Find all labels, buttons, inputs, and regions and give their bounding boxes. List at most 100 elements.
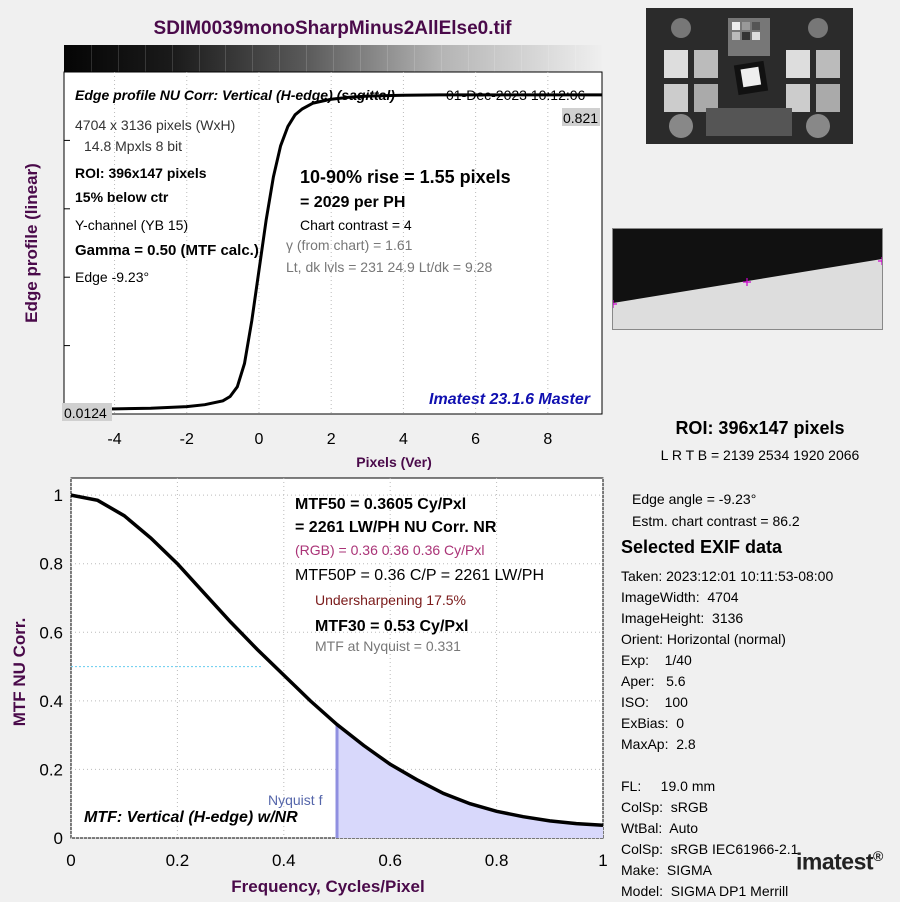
gradient-step [171,45,173,72]
mtf-at-nyquist: MTF at Nyquist = 0.331 [315,638,461,654]
edge-xtick-label: -2 [180,431,194,448]
gradient-step [225,45,227,72]
high-level-badge [562,108,600,126]
roi-heading: ROI: 396x147 pixels [675,418,845,438]
gradient-step [333,45,334,72]
exif-row: ImageWidth: 4704 [621,589,739,605]
low-level-label: 0.0124 [64,405,107,421]
gradient-step [575,45,577,72]
pixel-dimensions: 4704 x 3136 pixels (WxH) [75,117,235,133]
mtf-caption: MTF: Vertical (H-edge) w/NR [84,809,298,826]
edge-xtick-label: 8 [543,431,552,448]
file-title: SDIM0039monoSharpMinus2AllElse0.tif [153,18,512,39]
nyquist-label: Nyquist f [268,792,323,808]
gradient-step [548,45,550,72]
edge-plot-area [63,71,603,415]
chart-contrast: Chart contrast = 4 [300,217,412,233]
gradient-step [252,45,254,72]
edge-xtick-label: -4 [107,431,121,448]
mtf30-value: MTF30 = 0.53 Cy/Pxl [315,618,468,635]
exif-row: Taken: 2023:12:01 10:11:53-08:00 [621,568,834,584]
edge-chart-title: Edge profile NU Corr: Vertical (H-edge) … [75,87,395,103]
mtf-xtick-label: 0.4 [272,851,296,870]
low-level-badge [62,403,112,421]
roi-position: 15% below ctr [75,189,169,205]
edge-angle: Edge angle = -9.23° [632,491,757,507]
gradient-step [359,45,361,72]
thumbnail-graphic [646,8,853,144]
mtf-chart: 0 0.2 0.4 0.6 0.8 1 0 0.2 0.4 0.6 0.8 1 Nyquist f M… [39,477,608,870]
mtf50-lwph: = 2261 LW/PH NU Corr. NR [295,519,497,536]
test-chart-thumbnail [646,8,853,144]
rise-per-ph: = 2029 per PH [300,194,405,211]
exif-row: Make: SIGMA [621,862,713,878]
gradient-step [90,45,92,72]
mtf-xtick-label: 0.6 [378,851,402,870]
exif-row: ImageHeight: 3136 [621,610,744,626]
edge-angle-small: Edge -9.23° [75,269,149,285]
rise-distance: 10-90% rise = 1.55 pixels [300,167,511,187]
estimated-contrast: Estm. chart contrast = 86.2 [632,513,800,529]
exif-row: ColSp: sRGB [621,799,709,815]
mtf-xtick-label: 0.8 [485,851,509,870]
mtf-xtick-label: 0.2 [166,851,190,870]
mtf-ytick-label: 0.4 [39,692,63,711]
edge-xtick-label: 4 [399,431,408,448]
mtf-ytick-label: 0.2 [39,760,63,779]
edge-xtick-label: 2 [327,431,336,448]
edge-xtick-labels: -4 -2 0 2 4 6 8 [107,431,552,448]
exif-row: ColSp: sRGB IEC61966-2.1 [621,841,799,857]
channel: Y-channel (YB 15) [75,217,188,233]
edge-profile-curve [63,93,602,411]
exif-row: WtBal: Auto [621,820,699,836]
mtf-ytick-label: 0.6 [39,623,63,642]
exif-row [621,755,833,776]
mtf50p-value: MTF50P = 0.36 C/P = 2261 LW/PH [295,567,544,584]
gamma-from-chart: γ (from chart) = 1.61 [286,237,413,253]
mtf-grid [70,478,604,839]
mtf50-rgb: (RGB) = 0.36 0.36 0.36 Cy/Pxl [295,542,484,558]
edge-xtick-label: 6 [471,431,480,448]
gradient-step [198,45,200,72]
high-level-label: 0.821 [563,110,598,126]
gradient-step [279,45,281,72]
mtf-ylabel: MTF NU Corr. [10,617,29,727]
edge-xtick-label: 0 [255,431,264,448]
gradient-strip [64,45,602,72]
gamma-value: Gamma = 0.50 (MTF calc.) [75,242,259,259]
mtf-curve [70,493,604,828]
gradient-step [306,45,308,72]
gradient-step [494,45,496,72]
logo-text: imatest [796,848,874,875]
gradient-step [144,45,146,72]
software-version: Imatest 23.1.6 Master [429,391,591,408]
gradient-step [467,45,469,72]
gradient-step [386,45,388,72]
roi-coordinates: L R T B = 2139 2534 1920 2066 [660,447,860,463]
mtf-xtick-label: 0 [66,851,75,870]
megapixels-bit: 14.8 Mpxls 8 bit [84,138,182,154]
beyond-nyquist-shading [337,724,603,838]
edge-xlabel: Pixels (Ver) [356,454,432,470]
exif-row: MaxAp: 2.8 [621,736,696,752]
exif-row: Model: SIGMA DP1 Merrill [621,883,789,899]
gradient-step [117,45,119,72]
mtf50-value: MTF50 = 0.3605 Cy/Pxl [295,496,466,513]
imatest-logo: imatest® [796,848,883,876]
exif-row: Orient: Horizontal (normal) [621,631,786,647]
gradient-step [413,45,415,72]
mtf-ytick-label: 0.8 [39,555,63,574]
exif-row: FL: 19.0 mm [621,778,716,794]
exif-row: Aper: 5.6 [621,673,686,689]
edge-profile-chart: -4 -2 0 2 4 6 8 0.821 0.0124 01-Dec-2023 10:12… [62,71,603,448]
roi-size: ROI: 396x147 pixels [75,165,207,181]
gradient-step [440,45,442,72]
registered-icon: ® [873,848,883,864]
exif-list: Taken: 2023:12:01 10:11:53-08:00 ImageWid… [621,566,833,902]
exif-row: Exp: 1/40 [621,652,692,668]
mtf-xlabel: Frequency, Cycles/Pixel [231,877,425,896]
edge-roi-preview [609,228,886,330]
roi-edge-graphic [609,229,886,329]
light-dark-levels: Lt, dk lvls = 231 24.9 Lt/dk = 9.28 [286,259,492,275]
mtf-tick-labels: 0 0.2 0.4 0.6 0.8 1 0 0.2 0.4 0.6 0.8 1 [39,486,607,870]
